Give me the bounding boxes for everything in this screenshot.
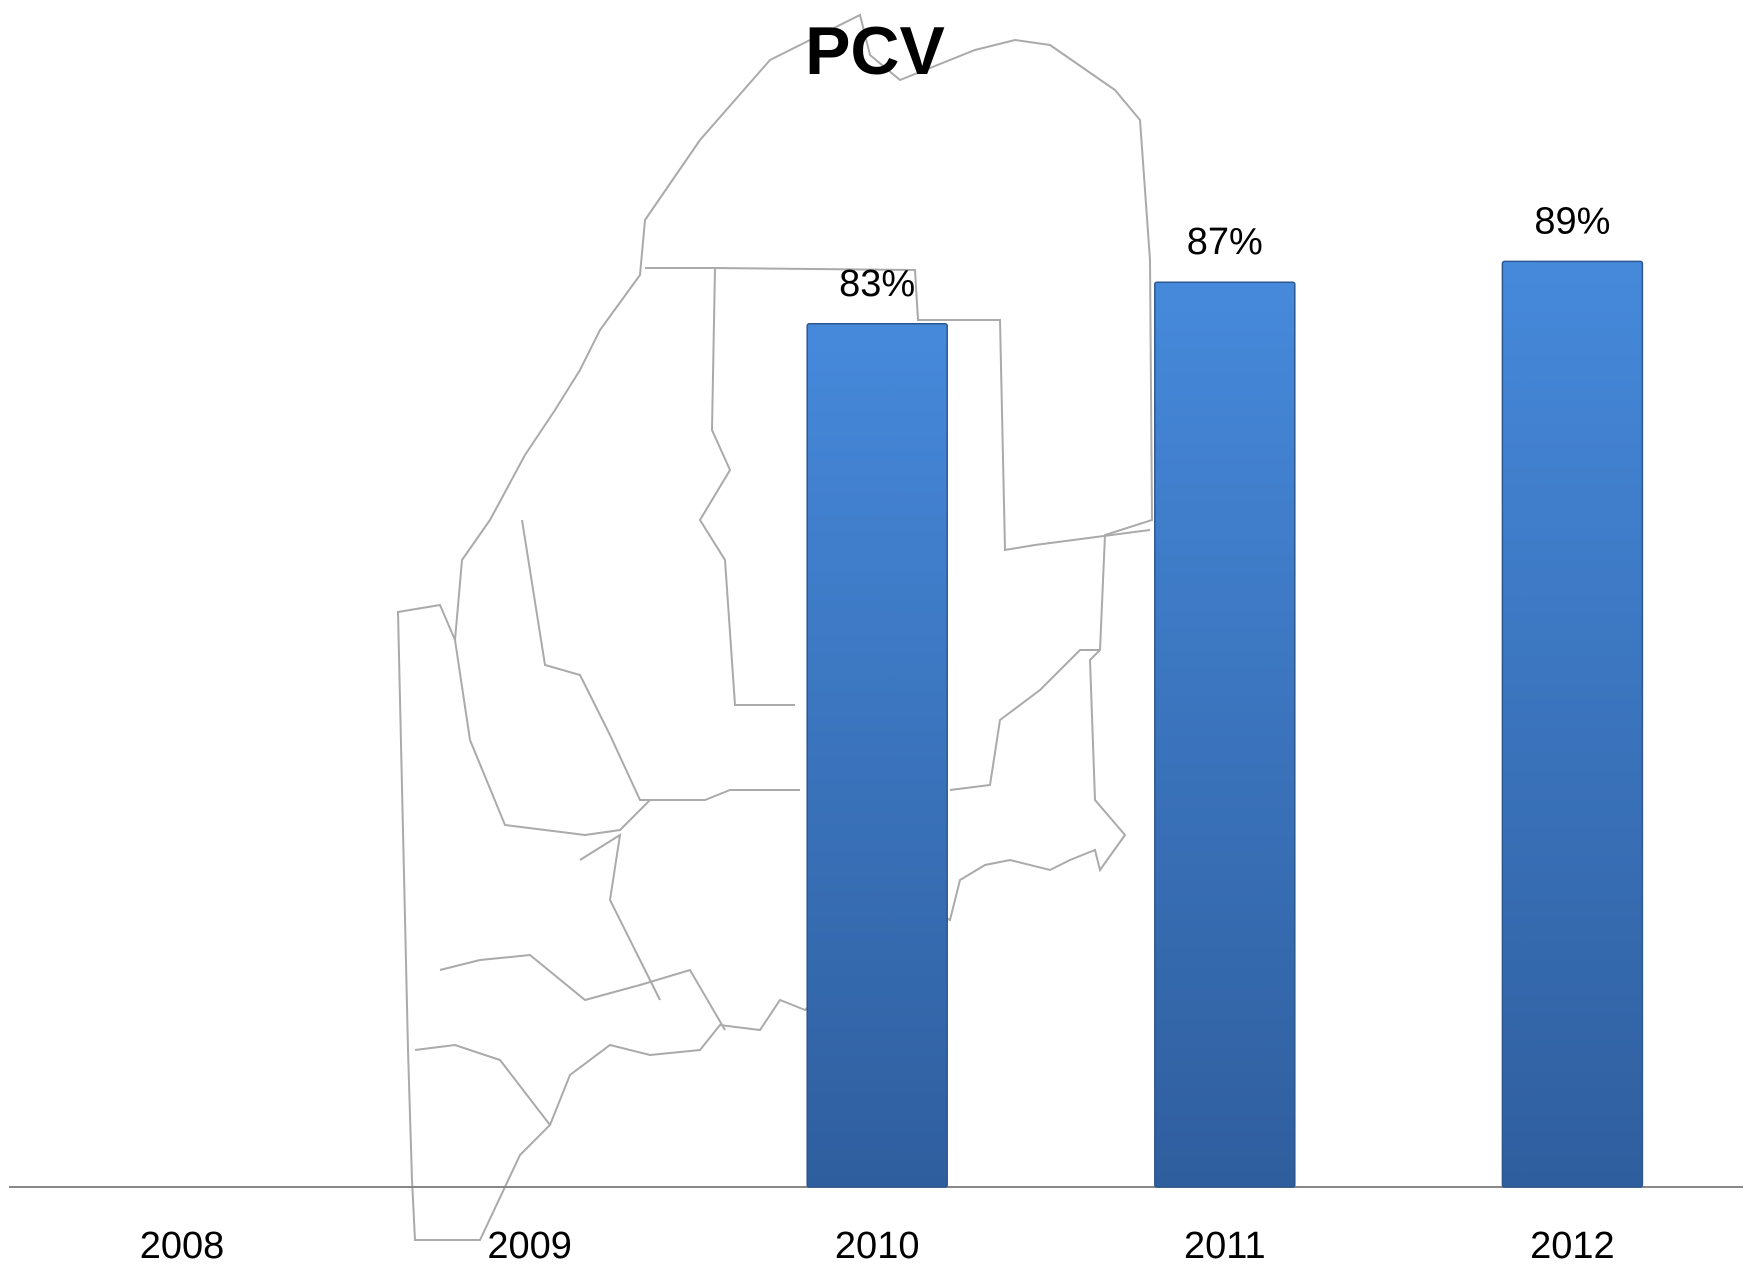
chart-title: PCV [805, 13, 945, 89]
x-tick-label: 2009 [487, 1225, 572, 1267]
bar [1154, 281, 1296, 1188]
data-label: 87% [1187, 221, 1263, 263]
data-label: 89% [1534, 200, 1610, 242]
x-tick-label: 2010 [835, 1225, 920, 1267]
x-tick-label: 2012 [1530, 1225, 1615, 1267]
bar [1501, 260, 1644, 1188]
x-tick-label: 2008 [140, 1225, 225, 1267]
bar [806, 323, 948, 1188]
x-tick-label: 2011 [1184, 1225, 1266, 1267]
map-background [396, 13, 1154, 1241]
data-label: 83% [839, 263, 915, 305]
